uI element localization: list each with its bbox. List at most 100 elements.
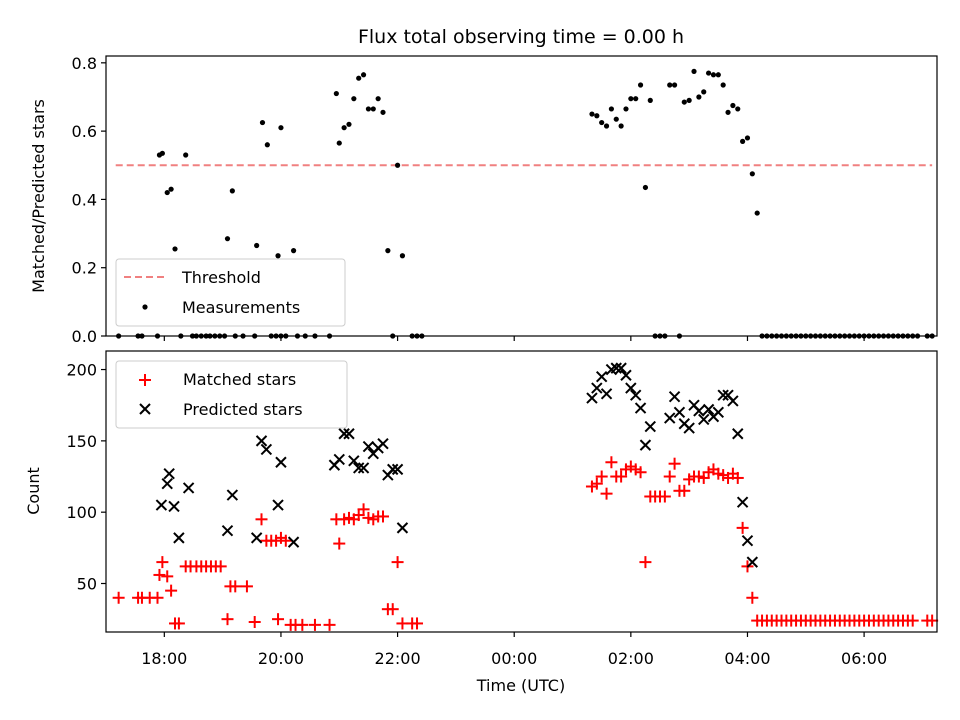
measurement-point	[715, 72, 721, 78]
measurement-point	[224, 236, 231, 242]
matched-star-point	[151, 591, 164, 604]
measurement-point	[254, 242, 260, 249]
predicted-star-point	[702, 403, 715, 416]
measurement-point	[623, 106, 629, 112]
measurement-point	[356, 75, 362, 81]
measurement-point	[380, 109, 386, 115]
measurement-point	[608, 106, 615, 112]
measurement-point	[275, 253, 281, 259]
predicted-star-point	[226, 489, 239, 501]
measurement-point	[744, 135, 751, 141]
matched-star-point	[333, 537, 346, 550]
matched-star-point	[323, 618, 336, 631]
measurement-point	[290, 248, 297, 254]
matched-star-point	[615, 470, 628, 483]
matched-star-point	[605, 456, 618, 469]
x-tick-labels: 18:00 20:00 22:00 00:00 02:00 04:00 06:00	[141, 649, 887, 668]
matched-star-point	[736, 521, 749, 534]
predicted-star-point	[727, 395, 739, 407]
predicted-star-point	[173, 532, 185, 544]
predicted-star-point	[362, 440, 375, 453]
matched-star-point	[590, 477, 603, 490]
measurement-point	[333, 90, 339, 97]
predicted-star-point	[639, 439, 652, 451]
predicted-star-point	[348, 455, 360, 467]
measurement-point	[754, 210, 760, 216]
predicted-star-point	[391, 463, 404, 476]
predicted-star-point	[673, 406, 686, 419]
top-panel-frame	[105, 55, 938, 337]
x-axis-label: Time (UTC)	[476, 676, 565, 695]
measurement-point	[370, 106, 376, 112]
matched-star-point	[248, 616, 261, 629]
matched-star-point	[746, 591, 759, 604]
measurement-point	[394, 162, 401, 168]
matched-star-point	[240, 580, 253, 593]
predicted-star-point	[182, 482, 195, 494]
bottom-legend-matched-swatch	[139, 374, 151, 386]
measurement-point	[730, 102, 736, 109]
measurement-point	[183, 152, 189, 158]
measurement-point	[278, 125, 284, 131]
measurement-point	[229, 188, 235, 194]
predicted-star-point	[168, 500, 180, 513]
top-legend-threshold-label: Threshold	[181, 268, 261, 287]
measurement-point	[385, 248, 391, 254]
measurement-point	[740, 138, 746, 144]
predicted-star-point	[272, 499, 284, 511]
matched-star-point	[308, 618, 321, 631]
measurement-point	[637, 82, 644, 88]
y-tick-label: 0.8	[72, 54, 97, 73]
predicted-star-point	[746, 556, 759, 568]
predicted-star-point	[287, 536, 300, 548]
matched-star-point	[296, 618, 309, 631]
bottom-legend-predicted-label: Predicted stars	[183, 400, 303, 419]
y-tick-label: 0.4	[72, 190, 97, 209]
predicted-star-point	[741, 535, 754, 547]
measurement-point	[681, 99, 687, 105]
bottom-panel-y-label: Count	[24, 467, 43, 515]
y-tick-label: 150	[66, 432, 97, 451]
matched-star-point	[229, 580, 242, 593]
x-tick-label: 20:00	[258, 649, 304, 668]
matched-star-point	[165, 584, 178, 597]
bottom-panel-frame	[105, 350, 938, 633]
measurement-point	[399, 253, 406, 259]
measurement-point	[613, 116, 619, 122]
matched-star-point	[658, 490, 671, 503]
matched-star-point	[357, 503, 370, 516]
measurement-point	[259, 119, 266, 126]
predicted-star-point	[615, 362, 627, 374]
matched-star-point	[156, 556, 169, 569]
top-panel: 0.00.20.40.60.8 Matched/Predicted stars …	[29, 54, 938, 346]
bottom-legend-predicted-swatch	[139, 403, 151, 415]
matched-star-point	[639, 556, 652, 569]
predicted-star-point	[736, 496, 749, 508]
x-tick-label: 04:00	[724, 649, 770, 668]
measurement-point	[618, 123, 624, 129]
measurement-point	[603, 123, 610, 129]
x-tick-label: 02:00	[608, 649, 654, 668]
predicted-star-point	[620, 369, 632, 381]
measurement-point	[594, 113, 600, 119]
matched-star-point	[663, 470, 676, 483]
predicted-star-point	[712, 406, 725, 419]
measurement-point	[642, 184, 649, 191]
y-tick-label: 0.2	[72, 259, 97, 278]
predicted-star-point	[629, 389, 642, 401]
predicted-star-point	[377, 438, 389, 450]
matched-star-point	[386, 603, 399, 616]
measurement-point	[633, 96, 639, 102]
matched-star-point	[255, 513, 268, 526]
matched-star-point	[153, 568, 166, 581]
measurement-point	[172, 246, 178, 252]
matched-star-point	[731, 471, 744, 484]
measurement-point	[336, 140, 342, 146]
matched-star-point	[600, 487, 613, 500]
bottom-legend-matched-label: Matched stars	[183, 370, 296, 389]
predicted-star-point	[595, 370, 608, 383]
measurement-point	[264, 142, 270, 148]
predicted-star-point	[221, 525, 234, 537]
